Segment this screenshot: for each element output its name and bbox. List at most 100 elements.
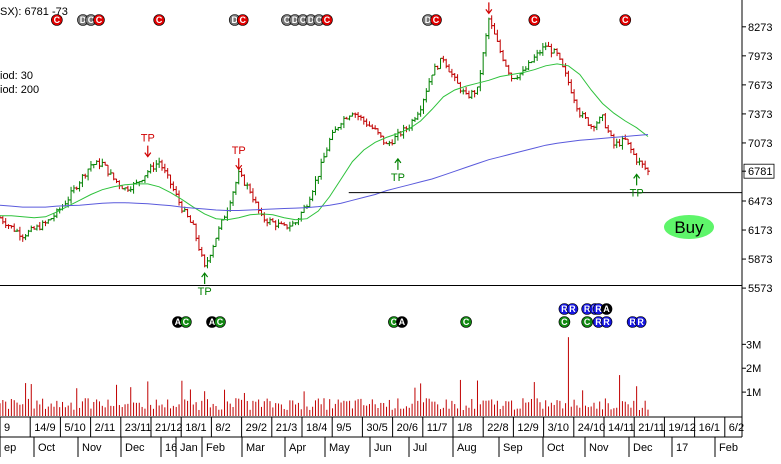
event-badge-label: C — [96, 15, 103, 25]
day-tick-label: 16/1 — [699, 422, 720, 434]
event-badge[interactable]: C — [558, 316, 571, 328]
day-tick-label: 8/2 — [215, 422, 230, 434]
event-badge[interactable]: C — [619, 14, 632, 26]
day-tick-label: 11/7 — [427, 422, 448, 434]
day-tick-label: 18/4 — [306, 422, 327, 434]
event-badge-label: C — [183, 317, 190, 327]
event-badge[interactable]: D — [422, 14, 434, 26]
event-badge-label: R — [569, 304, 576, 314]
price-tick-label: 5873 — [748, 254, 772, 266]
bottom-event-badges: ACACCACRCRRCRRRARRR — [172, 303, 647, 328]
event-badge-label: R — [603, 317, 610, 327]
event-badge[interactable]: R — [634, 316, 647, 328]
event-badge-label: C — [531, 15, 538, 25]
tp-marker: TP — [482, 0, 496, 15]
event-badge[interactable]: C — [93, 14, 105, 26]
tp-label: TP — [232, 145, 246, 157]
month-tick-label: Jul — [413, 442, 427, 454]
event-badge[interactable]: C — [581, 316, 593, 328]
event-badge[interactable]: C — [460, 316, 472, 328]
event-badge[interactable]: D — [305, 14, 317, 26]
event-badge-label: C — [88, 15, 95, 25]
event-badge-label: C — [463, 317, 470, 327]
buy-button[interactable]: Buy — [664, 215, 714, 239]
event-badge[interactable]: C — [153, 14, 165, 26]
volume-tick-label: 3M — [746, 339, 761, 351]
price-tick-label: 7973 — [748, 51, 772, 63]
event-badge-label: C — [433, 15, 440, 25]
month-tick-label: Dec — [633, 442, 653, 454]
event-badge-label: D — [308, 15, 315, 25]
event-badge-label: A — [399, 317, 406, 327]
month-tick-label: Jun — [374, 442, 392, 454]
event-badge[interactable]: C — [214, 316, 226, 328]
price-tick-label: 5573 — [748, 283, 772, 295]
price-tick-label: 6173 — [748, 225, 772, 237]
event-badge[interactable]: C — [528, 14, 541, 26]
event-badge-label: C — [391, 317, 398, 327]
event-badge[interactable]: R — [626, 316, 639, 328]
event-badge-label: D — [292, 15, 299, 25]
day-tick-label: 6/2 — [729, 422, 744, 434]
day-tick-label: 1/8 — [457, 422, 472, 434]
event-badge[interactable]: R — [600, 316, 613, 328]
month-tick-label: Jan — [180, 442, 198, 454]
month-tick-label: Nov — [589, 442, 609, 454]
event-badge-label: C — [300, 15, 307, 25]
volume-tick-label: 1M — [746, 387, 761, 399]
event-badge-label: C — [217, 317, 224, 327]
price-axis: 8273 7973 7673 7373 7073 6781 6473 6173 5873 5573 — [742, 22, 775, 295]
event-badge[interactable]: A — [172, 316, 184, 328]
volume-tick-label: 2M — [746, 363, 761, 375]
ma30-line — [0, 63, 649, 221]
legend-ma30: iod: 30 — [0, 70, 33, 82]
month-tick-label: Sep — [503, 442, 523, 454]
price-tick-label: 7073 — [748, 138, 772, 150]
event-badge[interactable]: C — [180, 316, 192, 328]
month-tick-label: Feb — [206, 442, 225, 454]
event-badge[interactable]: A — [600, 303, 613, 315]
event-badge-label: D — [231, 15, 238, 25]
event-badge[interactable]: D — [289, 14, 301, 26]
event-badge-label: C — [284, 15, 291, 25]
day-tick-label: 12/9 — [517, 422, 538, 434]
event-badge[interactable]: C — [51, 14, 63, 26]
event-badge-label: C — [324, 15, 331, 25]
event-badge[interactable]: R — [566, 303, 579, 315]
tp-label: TP — [482, 0, 496, 1]
month-tick-label: Feb — [719, 442, 738, 454]
event-badge[interactable]: C — [236, 14, 249, 26]
month-tick-label: Mar — [246, 442, 265, 454]
day-tick-label: 9/5 — [336, 422, 351, 434]
day-tick-label: 3/10 — [548, 422, 569, 434]
event-badge-label: R — [561, 304, 568, 314]
month-tick-label: Oct — [38, 442, 55, 454]
day-tick-label: 9 — [4, 422, 10, 434]
event-badge-label: C — [54, 15, 61, 25]
buy-button-label[interactable]: Buy — [674, 218, 704, 237]
day-tick-label: 30/5 — [366, 422, 387, 434]
price-tick-label: 6473 — [748, 196, 772, 208]
event-badge-label: R — [595, 317, 602, 327]
day-tick-label: 21/3 — [276, 422, 297, 434]
day-tick-label: 19/12 — [668, 422, 696, 434]
event-badge-label: R — [584, 304, 591, 314]
tp-marker: TP — [141, 133, 155, 158]
event-badge-label: C — [584, 317, 591, 327]
day-tick-label: 29/2 — [246, 422, 267, 434]
event-badge[interactable]: C — [430, 14, 442, 26]
event-badge[interactable]: C — [321, 14, 333, 26]
day-tick-label: 18/1 — [185, 422, 206, 434]
price-tick-label: 7673 — [748, 80, 772, 92]
event-badge-label: A — [603, 304, 610, 314]
tp-label: TP — [391, 172, 405, 184]
event-badge[interactable]: A — [396, 316, 408, 328]
tp-label: TP — [198, 286, 212, 298]
volume-axis: 3M 2M 1M — [742, 339, 761, 399]
event-badge-label: R — [629, 317, 636, 327]
day-tick-label: 21/12 — [155, 422, 183, 434]
price-tick-label: 6781 — [748, 166, 772, 178]
buy-button-shape[interactable] — [664, 215, 714, 239]
